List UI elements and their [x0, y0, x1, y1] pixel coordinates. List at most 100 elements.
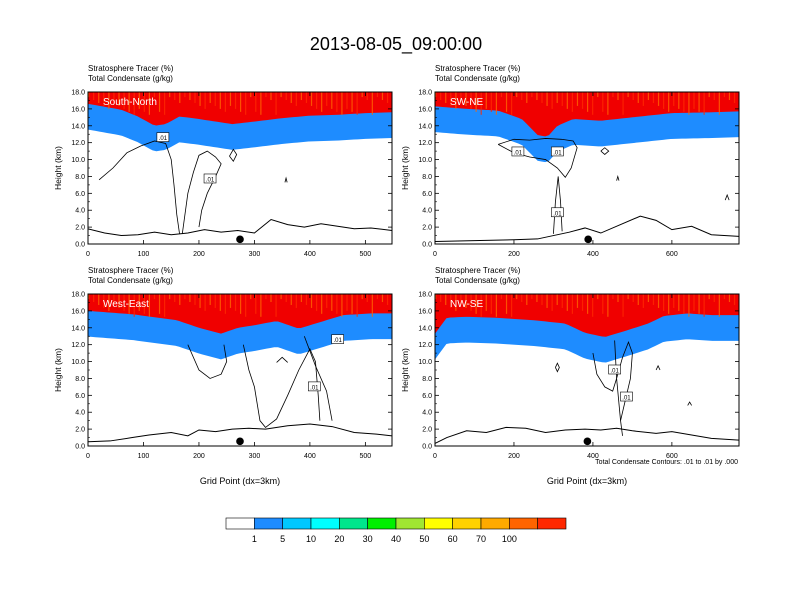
streak — [316, 92, 318, 109]
streak — [300, 294, 302, 303]
streak — [592, 294, 594, 317]
x-tick-label: 200 — [193, 453, 205, 460]
streak — [290, 294, 292, 305]
streak — [521, 294, 523, 303]
contour-label-box — [551, 207, 564, 218]
streak — [445, 92, 447, 103]
colorbar-box — [367, 517, 397, 530]
x-axis-label: Grid Point (dx=3km) — [547, 476, 627, 486]
x-tick-label: 0 — [433, 453, 437, 460]
streak — [435, 294, 437, 300]
contour-label-box — [331, 334, 344, 344]
condensate-contour — [655, 364, 661, 371]
streak — [546, 92, 548, 106]
streak — [556, 294, 558, 305]
streak — [627, 92, 629, 98]
streak — [723, 294, 725, 300]
streak — [275, 92, 277, 115]
y-tick-label: 18.0 — [71, 292, 85, 299]
y-tick-label: 0.0 — [422, 444, 432, 451]
y-tick-label: 2.0 — [422, 225, 432, 232]
panel-title-line1: Stratosphere Tracer (%) — [88, 64, 174, 73]
streak — [713, 294, 715, 303]
condensate-contour — [276, 356, 288, 363]
streak — [351, 294, 353, 314]
x-tick-label: 500 — [360, 453, 372, 460]
streak — [209, 92, 211, 103]
colorbar-label: 40 — [391, 534, 401, 544]
streak — [526, 92, 528, 103]
streak — [366, 92, 368, 101]
plot-area: .01 .01 .01 — [435, 92, 739, 244]
streak — [500, 294, 503, 300]
condensate-contour — [600, 147, 610, 156]
streak — [108, 92, 110, 109]
streak — [571, 92, 573, 112]
streak — [587, 294, 589, 314]
streak — [356, 294, 358, 317]
y-tick-label: 14.0 — [418, 325, 432, 332]
streak — [566, 92, 568, 109]
y-tick-label: 18.0 — [418, 90, 432, 97]
y-tick-label: 14.0 — [418, 123, 432, 130]
streak — [612, 92, 614, 98]
streak — [617, 92, 619, 101]
x-axis-label: Grid Point (dx=3km) — [200, 476, 280, 486]
panel-title-line2: Total Condensate (g/kg) — [435, 276, 520, 285]
streak — [551, 294, 553, 311]
plot-area: .01 .01 — [88, 92, 392, 244]
condensate-contour — [724, 193, 730, 201]
streak — [88, 294, 90, 300]
streak — [128, 294, 130, 314]
streak — [516, 92, 518, 98]
streak — [652, 92, 655, 103]
streak — [351, 92, 353, 112]
plot-area: .01 .01 — [88, 294, 392, 446]
streak — [561, 92, 563, 106]
streak — [189, 294, 191, 303]
x-tick-label: 400 — [587, 251, 599, 258]
y-tick-label: 10.0 — [418, 157, 432, 164]
page-title: 2013-08-05_09:00:00 — [310, 34, 482, 55]
streak — [300, 92, 302, 101]
panel-title-line1: Stratosphere Tracer (%) — [435, 266, 521, 275]
contour-label-box — [620, 391, 633, 402]
colorbar-box — [310, 517, 340, 530]
streak — [204, 294, 206, 311]
streak — [652, 294, 655, 305]
streak — [455, 92, 457, 109]
streak — [346, 294, 348, 311]
streak — [270, 294, 272, 303]
streak — [194, 294, 196, 305]
colorbar-label: 5 — [280, 534, 285, 544]
streak — [184, 92, 186, 98]
streak — [713, 92, 715, 101]
y-axis-label: Height (km) — [53, 348, 63, 392]
streak — [718, 92, 720, 115]
streak — [158, 92, 161, 112]
streak — [138, 92, 140, 109]
contour-label: .01 — [333, 338, 342, 344]
streak — [673, 294, 675, 308]
y-tick-label: 4.0 — [422, 410, 432, 417]
streak — [622, 294, 624, 317]
streak — [673, 92, 675, 106]
streak — [240, 294, 242, 314]
colorbar-label: 30 — [363, 534, 373, 544]
condensate-contour — [497, 138, 578, 178]
streak — [295, 92, 297, 106]
streak — [240, 92, 242, 112]
streak — [718, 294, 720, 317]
streak — [229, 92, 232, 106]
streak — [465, 294, 467, 308]
streak — [376, 92, 378, 98]
panel-name: South-North — [103, 97, 157, 108]
streak — [536, 92, 538, 101]
contour-label: .01 — [206, 177, 215, 183]
x-tick-label: 200 — [508, 453, 520, 460]
streak — [511, 92, 513, 115]
streak — [265, 294, 267, 300]
streak — [500, 92, 503, 98]
condensate-contour — [687, 401, 692, 406]
y-tick-label: 16.0 — [418, 308, 432, 315]
